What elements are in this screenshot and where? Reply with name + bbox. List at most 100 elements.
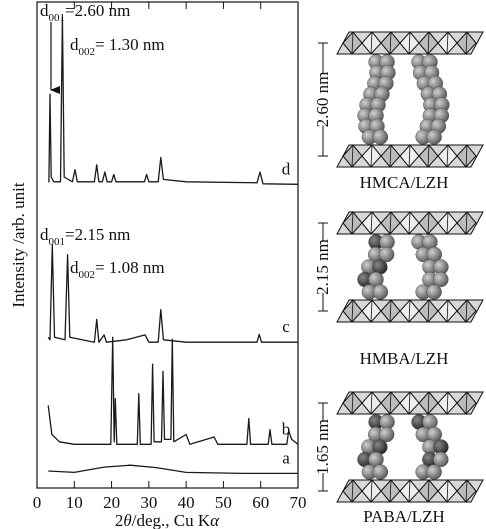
x-tick-label: 50 [215, 493, 232, 512]
edge [446, 144, 449, 168]
annotation-part: =2.15 nm [65, 225, 130, 244]
edge [427, 31, 430, 55]
edge [370, 479, 373, 503]
edge [427, 144, 430, 168]
edge [370, 391, 373, 415]
spacing-label: 2.60 nm [313, 72, 332, 128]
plot-frame [36, 1, 299, 489]
molecule [411, 414, 449, 480]
edge [389, 144, 392, 168]
annotation: d001=2.60 nm [40, 1, 130, 24]
annotation: d002= 1.30 nm [70, 35, 165, 58]
annotation-part: = 1.30 nm [95, 35, 165, 54]
edge [408, 299, 411, 323]
annotation-part: 001 [49, 236, 66, 248]
edge [465, 299, 468, 323]
edge [351, 299, 354, 323]
edge [389, 479, 392, 503]
edge [389, 391, 392, 415]
edge [465, 391, 468, 415]
annotation: d002= 1.08 nm [70, 258, 165, 281]
edge [351, 31, 354, 55]
edge [370, 31, 373, 55]
trace-label: c [282, 317, 290, 336]
edge [370, 299, 373, 323]
edge [446, 299, 449, 323]
x-tick-label: 70 [290, 493, 307, 512]
x-label-part: 2 [115, 511, 124, 529]
lzh-sheet [336, 391, 484, 415]
x-tick-label: 30 [140, 493, 157, 512]
x-tick-label: 60 [252, 493, 269, 512]
edge [446, 211, 449, 235]
lzh-sheet [336, 479, 484, 503]
spacing-label: 2.15 nm [313, 239, 332, 295]
panel-label: PABA/LZH [363, 507, 445, 526]
trace [47, 244, 298, 343]
edge [408, 144, 411, 168]
lzh-sheet [336, 144, 484, 168]
atom [426, 284, 442, 300]
spacing-label: 1.65 nm [313, 419, 332, 475]
edge [465, 144, 468, 168]
edge [408, 31, 411, 55]
edge [370, 211, 373, 235]
annotation-part: d [70, 258, 79, 277]
molecule [357, 234, 395, 300]
trace-label: a [282, 448, 290, 467]
trace [48, 15, 299, 185]
annotation-part: =2.60 nm [65, 1, 130, 20]
x-label-part: θ [123, 511, 131, 529]
edge [351, 144, 354, 168]
edge [465, 479, 468, 503]
trace-label: d [282, 159, 291, 178]
lzh-sheet [336, 299, 484, 323]
edge [389, 299, 392, 323]
edge [408, 391, 411, 415]
annotation-part: d [40, 1, 49, 20]
atom [372, 464, 389, 480]
scale-gap [316, 421, 330, 473]
atom [433, 271, 449, 288]
edge [465, 31, 468, 55]
trace [47, 336, 299, 445]
annotation: d001=2.15 nm [40, 225, 130, 248]
edge [427, 479, 430, 503]
x-tick-label: 10 [66, 493, 83, 512]
edge [465, 211, 468, 235]
edge [408, 479, 411, 503]
edge [446, 31, 449, 55]
lzh-sheet [336, 211, 484, 235]
edge [427, 299, 430, 323]
x-tick-label: 0 [33, 493, 42, 512]
annotation-part: = 1.08 nm [95, 258, 165, 277]
atom [372, 284, 389, 300]
edge [351, 211, 354, 235]
atom [433, 451, 449, 468]
edge [427, 391, 430, 415]
edge [351, 391, 354, 415]
edge [351, 479, 354, 503]
molecule [411, 234, 449, 300]
x-label-part: /deg., Cu K [132, 511, 211, 529]
x-tick-label: 40 [178, 493, 195, 512]
edge [446, 479, 449, 503]
annotation-part: d [40, 225, 49, 244]
molecule [357, 414, 395, 480]
edge [389, 211, 392, 235]
atom [372, 129, 389, 145]
x-label-part: α [210, 511, 220, 529]
trace [48, 464, 298, 475]
atom [378, 426, 395, 443]
annotation-part: 002 [79, 269, 96, 281]
panel-label: HMBA/LZH [360, 349, 449, 368]
annotation-part: d [70, 35, 79, 54]
annotation-part: 002 [79, 46, 96, 58]
x-tick-label: 20 [103, 493, 120, 512]
edge [408, 211, 411, 235]
x-axis-label: 2θ/deg., Cu Kα [115, 511, 220, 529]
molecule [411, 54, 450, 145]
atom [426, 464, 442, 480]
scale-gap [316, 73, 330, 126]
